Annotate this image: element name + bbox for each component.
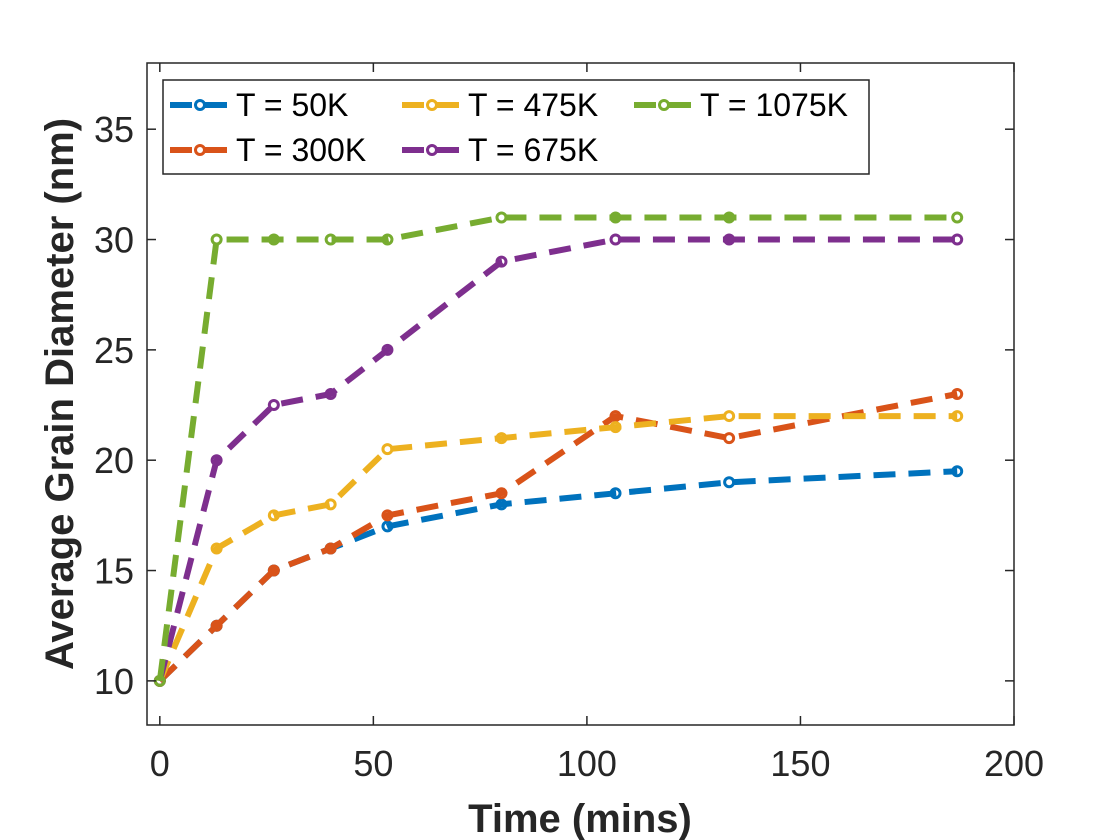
data-point: [723, 410, 736, 423]
data-point: [951, 211, 964, 224]
legend-label: T = 675K: [468, 132, 598, 168]
data-point: [951, 388, 964, 400]
legend: T = 50K T = 300K T = 475K T = 675K T = 1075K: [162, 79, 870, 175]
data-point: [381, 520, 394, 533]
legend-box: [162, 79, 870, 175]
data-point: [267, 509, 280, 522]
data-point: [495, 487, 508, 500]
y-tick-label: 10: [94, 661, 134, 702]
x-tick-label: 50: [353, 743, 393, 784]
data-point: [723, 233, 736, 246]
data-point: [381, 233, 394, 246]
data-point: [381, 509, 394, 522]
data-point: [951, 233, 964, 246]
data-point: [723, 211, 736, 224]
series-line: [156, 236, 958, 682]
x-tick-label: 200: [984, 743, 1044, 784]
data-point: [951, 465, 964, 478]
series-t-675k: [153, 233, 964, 687]
legend-marker: [658, 99, 670, 111]
data-point: [495, 498, 508, 511]
data-point: [381, 343, 394, 356]
data-point: [609, 233, 622, 246]
data-point: [381, 443, 394, 456]
legend-marker: [426, 144, 438, 156]
data-point: [495, 432, 508, 445]
y-axis-title: Average Grain Diameter (nm): [38, 118, 82, 670]
x-tick-label: 100: [557, 743, 617, 784]
data-point: [324, 233, 337, 246]
data-point: [609, 211, 622, 224]
data-point: [495, 255, 508, 268]
legend-item: T = 675K: [402, 132, 598, 168]
y-tick-label: 25: [94, 330, 134, 371]
legend-item: T = 50K: [170, 87, 348, 123]
data-point: [267, 564, 280, 577]
data-point: [723, 476, 736, 489]
legend-label: T = 300K: [236, 132, 366, 168]
data-point: [210, 542, 223, 555]
data-point: [609, 487, 622, 500]
data-point: [609, 410, 622, 423]
legend-label: T = 475K: [468, 87, 598, 123]
legend-item: T = 475K: [402, 87, 598, 123]
data-point: [267, 399, 280, 412]
legend-item: T = 1075K: [634, 87, 848, 123]
data-point: [951, 410, 964, 423]
x-axis-title: Time (mins): [468, 797, 692, 840]
data-point: [324, 542, 337, 555]
series-line: [157, 391, 958, 684]
data-point: [324, 388, 337, 400]
legend-marker: [194, 99, 206, 111]
data-point: [267, 233, 280, 246]
y-tick-label: 15: [94, 551, 134, 592]
data-point: [723, 432, 736, 445]
data-point: [210, 233, 223, 246]
data-point: [495, 211, 508, 224]
series-line: [156, 214, 958, 682]
data-point: [324, 498, 337, 511]
data-point: [609, 421, 622, 434]
x-tick-label: 150: [770, 743, 830, 784]
legend-marker: [194, 144, 206, 156]
legend-label: T = 1075K: [700, 87, 848, 123]
legend-marker: [426, 99, 438, 111]
axes-layer: 0 50 100 150 200 10 15 20 25 30 35: [94, 63, 1044, 784]
series-layer: [153, 211, 964, 687]
data-point: [210, 454, 223, 467]
y-tick-label: 20: [94, 440, 134, 481]
x-tick-label: 0: [150, 743, 170, 784]
data-point: [210, 619, 223, 632]
legend-item: T = 300K: [170, 132, 366, 168]
y-tick-label: 35: [94, 109, 134, 150]
y-tick-label: 30: [94, 220, 134, 261]
legend-label: T = 50K: [236, 87, 348, 123]
